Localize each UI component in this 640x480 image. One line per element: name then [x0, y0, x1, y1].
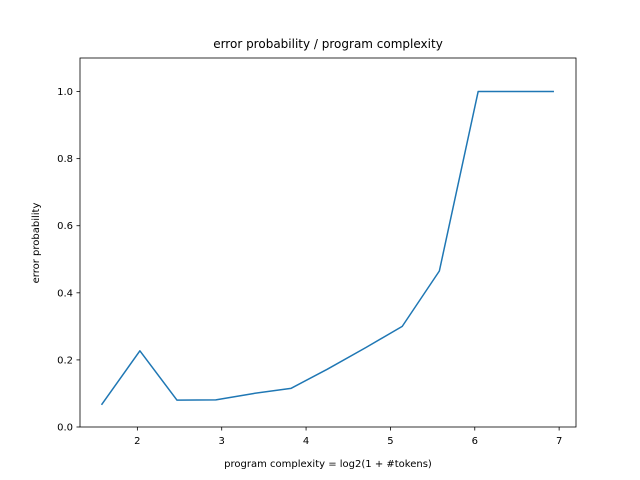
y-tick-label: 0.8: [57, 154, 73, 165]
y-tick-label: 0.2: [57, 355, 73, 366]
x-tick-label: 5: [387, 436, 393, 447]
x-axis-label: program complexity = log2(1 + #tokens): [224, 459, 432, 470]
x-tick-label: 3: [219, 436, 225, 447]
axes-frame: [79, 57, 577, 428]
y-tick-label: 0.0: [57, 423, 73, 434]
y-tick-label: 0.6: [57, 221, 73, 232]
x-tick-label: 4: [303, 436, 309, 447]
x-tick-label: 6: [472, 436, 478, 447]
x-tick-label: 7: [556, 436, 562, 447]
plot-area: 2 3 4 5 6 7 0.0 0.2 0.4 0.6 0.8 1.0: [57, 57, 577, 447]
chart-title: error probability / program complexity: [213, 37, 443, 51]
y-axis-label: error probability: [31, 203, 42, 284]
y-tick-label: 1.0: [57, 87, 73, 98]
x-tick-label: 2: [134, 436, 140, 447]
y-tick-label: 0.4: [57, 288, 73, 299]
